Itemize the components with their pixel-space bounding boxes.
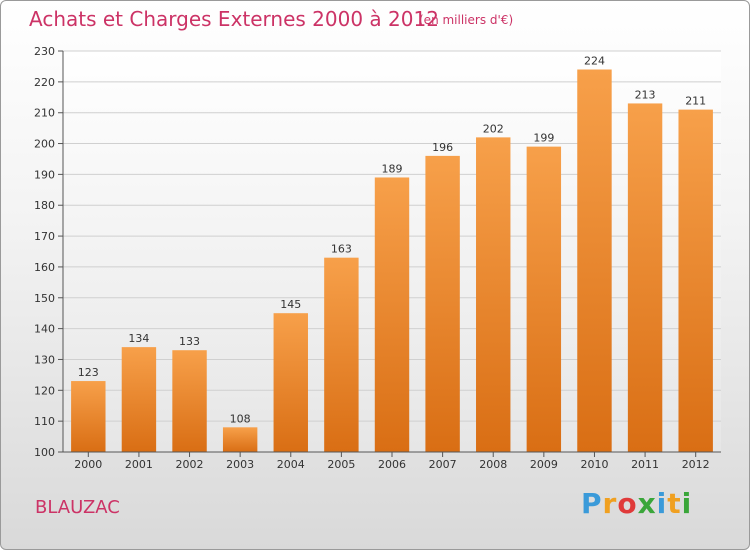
data-label: 213 — [635, 88, 656, 101]
bar — [172, 350, 207, 452]
x-tick-label: 2002 — [176, 458, 204, 471]
bar — [425, 155, 460, 452]
proxiti-logo: Proxiti — [581, 487, 692, 520]
y-tick-label: 180 — [34, 199, 55, 212]
logo-letter: P — [581, 487, 603, 520]
y-tick-label: 210 — [34, 107, 55, 120]
data-label: 108 — [230, 412, 251, 425]
data-label: 196 — [432, 141, 453, 154]
logo-letter: i — [681, 487, 693, 520]
x-tick-label: 2000 — [74, 458, 102, 471]
bar — [374, 177, 410, 452]
data-label: 211 — [685, 95, 706, 108]
y-tick-label: 150 — [34, 292, 55, 305]
data-label: 145 — [280, 298, 301, 311]
y-tick-label: 130 — [34, 353, 55, 366]
bar — [121, 347, 157, 452]
data-label: 123 — [78, 366, 99, 379]
bar — [324, 257, 359, 452]
y-tick-label: 170 — [34, 230, 55, 243]
bar — [71, 381, 106, 452]
logo-letter: i — [656, 487, 668, 520]
bar — [526, 146, 562, 452]
data-label: 189 — [382, 162, 403, 175]
y-tick-label: 230 — [34, 45, 55, 58]
y-tick-label: 160 — [34, 261, 55, 274]
data-label: 163 — [331, 243, 352, 256]
y-tick-label: 110 — [34, 415, 55, 428]
bar — [577, 69, 612, 452]
x-tick-label: 2009 — [530, 458, 558, 471]
y-tick-label: 140 — [34, 323, 55, 336]
y-tick-label: 190 — [34, 168, 55, 181]
data-label: 199 — [533, 132, 554, 145]
x-tick-label: 2011 — [631, 458, 659, 471]
bar — [222, 427, 258, 452]
town-name: BLAUZAC — [35, 497, 120, 518]
x-tick-label: 2007 — [429, 458, 457, 471]
x-tick-label: 2008 — [479, 458, 507, 471]
x-tick-label: 2004 — [277, 458, 305, 471]
data-label: 224 — [584, 55, 605, 68]
x-tick-label: 2010 — [580, 458, 608, 471]
x-tick-label: 2006 — [378, 458, 406, 471]
data-label: 134 — [128, 332, 149, 345]
chart-subtitle: (en milliers d'€) — [419, 13, 514, 27]
logo-letter: r — [602, 487, 618, 520]
bar — [476, 137, 511, 452]
data-label: 133 — [179, 335, 200, 348]
bar — [273, 313, 308, 452]
y-tick-label: 120 — [34, 384, 55, 397]
x-tick-label: 2005 — [327, 458, 355, 471]
y-tick-label: 100 — [34, 446, 55, 459]
bar — [678, 109, 713, 452]
bar — [627, 103, 663, 452]
chart-title: Achats et Charges Externes 2000 à 2012 — [29, 7, 439, 31]
y-tick-label: 200 — [34, 138, 55, 151]
logo-letter: t — [667, 487, 682, 520]
x-tick-label: 2012 — [682, 458, 710, 471]
data-label: 202 — [483, 122, 504, 135]
logo-letter: x — [637, 487, 657, 520]
x-tick-label: 2001 — [125, 458, 153, 471]
logo-letter: o — [617, 487, 638, 520]
y-tick-label: 220 — [34, 76, 55, 89]
x-tick-label: 2003 — [226, 458, 254, 471]
